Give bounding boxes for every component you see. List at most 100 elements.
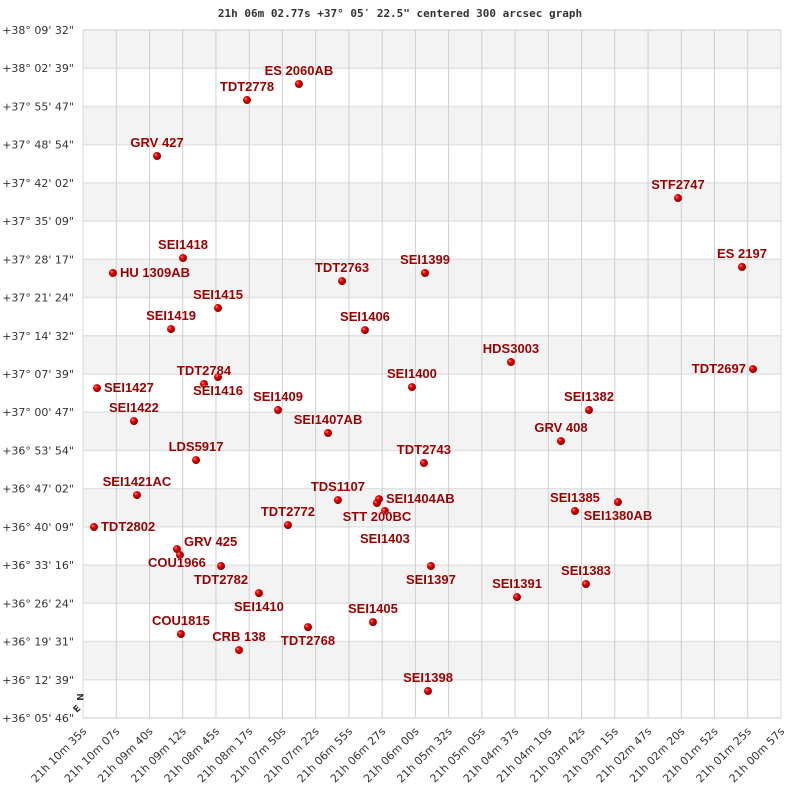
star-label: SEI1410	[234, 599, 284, 614]
plot-frame	[82, 29, 782, 719]
y-tick-label: +37° 21' 24"	[2, 292, 74, 305]
plot-band	[83, 450, 781, 489]
plot-band	[83, 30, 781, 69]
plot-band	[83, 106, 781, 145]
star-marker[interactable]	[254, 589, 263, 598]
y-tick-label: +37° 14' 32"	[2, 330, 74, 343]
y-tick-label: +37° 00' 47"	[2, 406, 74, 419]
star-label: COU1815	[152, 613, 210, 628]
star-marker[interactable]	[506, 358, 515, 367]
y-tick-label: +37° 35' 09"	[2, 215, 74, 228]
star-label: SEI1415	[193, 287, 243, 302]
star-marker[interactable]	[613, 498, 622, 507]
plot-bands	[83, 30, 781, 718]
star-marker[interactable]	[129, 417, 138, 426]
star-marker[interactable]	[217, 562, 226, 571]
y-tick-label: +36° 12' 39"	[2, 674, 74, 687]
star-marker[interactable]	[737, 262, 746, 271]
star-marker[interactable]	[748, 365, 757, 374]
y-tick-label: +36° 53' 54"	[2, 444, 74, 457]
star-label: TDT2772	[261, 504, 315, 519]
y-tick-label: +37° 07' 39"	[2, 368, 74, 381]
y-tick-label: +36° 26' 24"	[2, 597, 74, 610]
star-marker[interactable]	[178, 254, 187, 263]
star-label: SEI1398	[403, 670, 453, 685]
star-marker[interactable]	[556, 437, 565, 446]
star-marker[interactable]	[407, 383, 416, 392]
plot-band	[83, 565, 781, 604]
plot-band	[83, 259, 781, 298]
star-label: TDS1107	[311, 479, 365, 494]
y-tick-label: +36° 05' 46"	[2, 712, 74, 725]
star-label: SEI1419	[146, 308, 196, 323]
star-label: SEI1383	[561, 563, 611, 578]
star-label: TDT2743	[397, 442, 451, 457]
star-label: SEI1407AB	[294, 412, 363, 427]
star-label: SEI1422	[109, 400, 159, 415]
star-marker[interactable]	[153, 152, 162, 161]
star-marker[interactable]	[374, 495, 383, 504]
star-marker[interactable]	[294, 80, 303, 89]
star-marker[interactable]	[192, 456, 201, 465]
star-marker[interactable]	[89, 523, 98, 532]
y-tick-label: +37° 42' 02"	[2, 177, 74, 190]
star-label: CRB 138	[212, 629, 265, 644]
star-label: TDT2697	[692, 361, 746, 376]
star-marker[interactable]	[283, 521, 292, 530]
plot-band	[83, 68, 781, 107]
star-label: GRV 408	[534, 420, 587, 435]
plot-band	[83, 412, 781, 451]
y-tick-label: +38° 02' 39"	[2, 62, 74, 75]
y-tick-label: +37° 48' 54"	[2, 139, 74, 152]
y-tick-label: +37° 55' 47"	[2, 100, 74, 113]
star-marker[interactable]	[584, 406, 593, 415]
star-marker[interactable]	[303, 623, 312, 632]
plot-band	[83, 603, 781, 642]
star-label: SEI1399	[400, 252, 450, 267]
star-marker[interactable]	[360, 326, 369, 335]
star-marker[interactable]	[673, 194, 682, 203]
star-marker[interactable]	[175, 551, 184, 560]
star-label: STT 200BC	[343, 509, 412, 524]
star-marker[interactable]	[581, 580, 590, 589]
plot-band	[83, 488, 781, 527]
star-marker[interactable]	[214, 304, 223, 313]
star-marker[interactable]	[368, 618, 377, 627]
star-marker[interactable]	[274, 406, 283, 415]
star-label: SEI1385	[550, 490, 600, 505]
plot-band	[83, 297, 781, 336]
star-marker[interactable]	[132, 491, 141, 500]
star-label: TDT2784	[177, 363, 232, 378]
star-marker[interactable]	[424, 687, 433, 696]
star-marker[interactable]	[419, 459, 428, 468]
star-marker[interactable]	[420, 269, 429, 278]
star-marker[interactable]	[242, 96, 251, 105]
star-marker[interactable]	[338, 277, 347, 286]
star-marker[interactable]	[176, 630, 185, 639]
star-label: SEI1427	[104, 380, 154, 395]
star-label: SEI1409	[253, 389, 303, 404]
y-tick-label: +36° 47' 02"	[2, 483, 74, 496]
plot-band	[83, 641, 781, 680]
star-label: SEI1406	[340, 309, 390, 324]
star-marker[interactable]	[235, 646, 244, 655]
star-label: HDS3003	[483, 341, 539, 356]
star-marker[interactable]	[214, 373, 223, 382]
star-marker[interactable]	[426, 562, 435, 571]
y-tick-label: +36° 33' 16"	[2, 559, 74, 572]
star-label: SEI1391	[492, 576, 542, 591]
star-marker[interactable]	[324, 429, 333, 438]
star-marker[interactable]	[333, 496, 342, 505]
star-marker[interactable]	[172, 545, 181, 554]
star-marker[interactable]	[108, 269, 117, 278]
star-label: TDT2768	[281, 633, 335, 648]
star-label: TDT2782	[194, 572, 248, 587]
star-marker[interactable]	[93, 384, 102, 393]
star-marker[interactable]	[200, 380, 209, 389]
star-marker[interactable]	[570, 507, 579, 516]
star-marker[interactable]	[380, 507, 389, 516]
star-label: SEI1403	[360, 531, 410, 546]
star-marker[interactable]	[167, 325, 176, 334]
star-marker[interactable]	[513, 593, 522, 602]
